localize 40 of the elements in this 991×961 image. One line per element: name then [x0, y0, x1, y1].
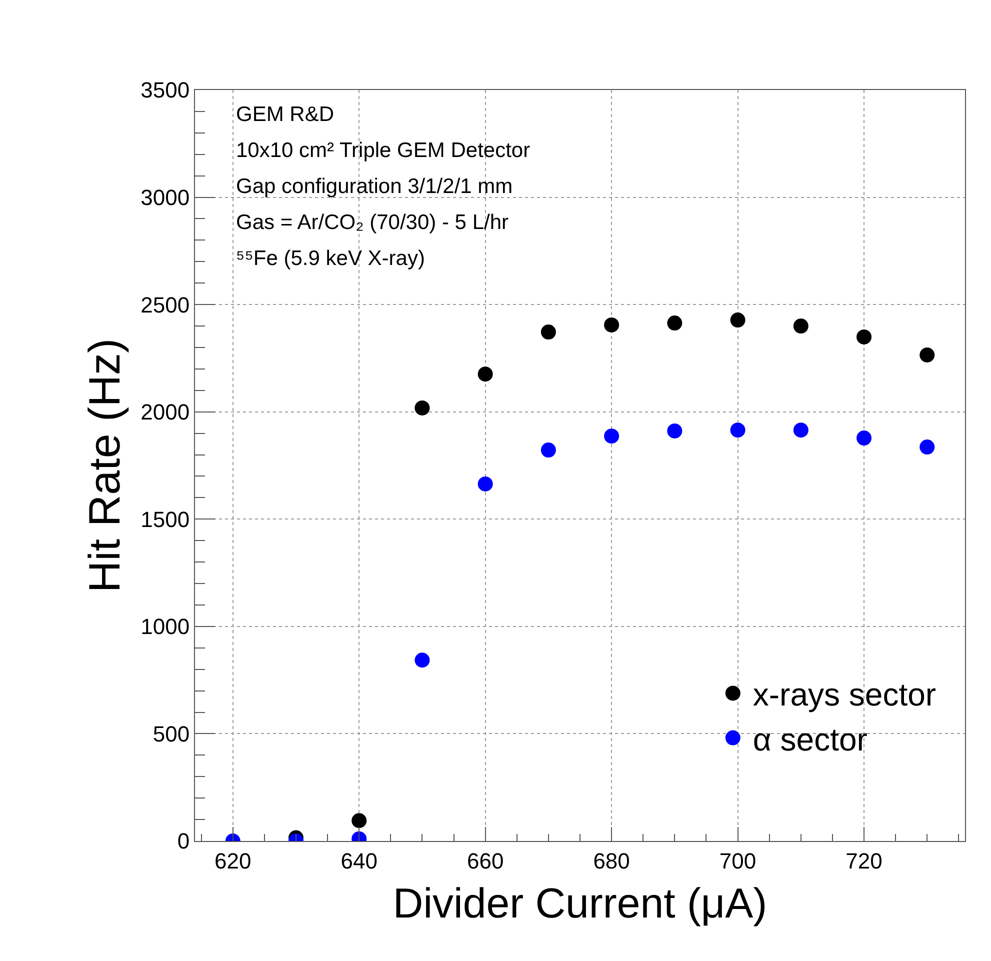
y-tick-label: 1500: [140, 506, 190, 532]
point: [604, 317, 620, 332]
x-tick-label: 720: [846, 848, 882, 874]
y-tick-label: 1000: [140, 614, 190, 640]
y-tick-label: 2000: [140, 400, 190, 425]
y-tick-label: 3500: [140, 78, 190, 103]
y-tick-label: 3000: [140, 184, 190, 210]
point: [793, 318, 808, 334]
point: [730, 422, 746, 438]
x-tick-label: 620: [214, 848, 252, 874]
y-axis-title: Hit Rate (Hz): [80, 338, 130, 593]
x-axis-title: Divider Current (μA): [392, 879, 768, 926]
x-tick-label: 640: [340, 848, 378, 874]
point: [920, 348, 935, 362]
point: [604, 428, 620, 444]
y-tick-label: 0: [177, 828, 190, 854]
point: [793, 422, 808, 438]
annotation: Gap configuration 3/1/2/1 mm: [236, 175, 513, 198]
annotation: GEM R&D: [236, 103, 334, 126]
point: [540, 324, 556, 340]
legend-label: x-rays sector: [752, 676, 936, 713]
point: [920, 440, 935, 455]
legend-label: α sector: [752, 721, 868, 758]
annotation: Gas = Ar/CO₂ (70/30) - 5 L/hr: [236, 211, 509, 234]
point: [540, 442, 556, 458]
x-tick-label: 700: [719, 848, 756, 874]
point: [856, 430, 872, 446]
x-tick-label: 680: [593, 848, 630, 874]
x-tick-label: 660: [466, 848, 504, 874]
point: [478, 366, 493, 382]
point: [667, 423, 682, 438]
point: [856, 329, 872, 344]
point: [414, 400, 430, 416]
point: [730, 312, 746, 328]
annotation: 10x10 cm² Triple GEM Detector: [236, 139, 530, 162]
y-tick-label: 500: [152, 721, 190, 746]
point: [478, 476, 493, 492]
point: [667, 316, 682, 331]
y-tick-label: 2500: [140, 292, 190, 318]
annotation: ⁵⁵Fe (5.9 keV X-ray): [236, 247, 425, 270]
